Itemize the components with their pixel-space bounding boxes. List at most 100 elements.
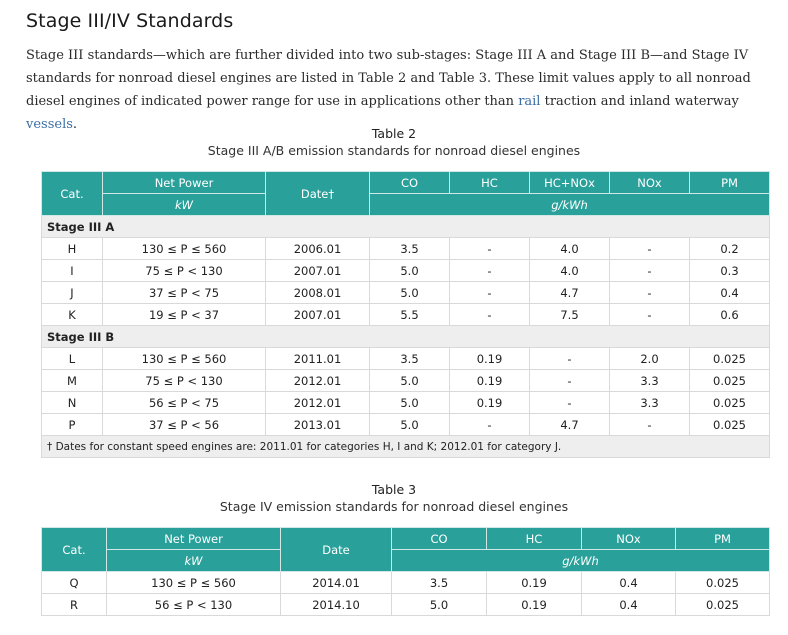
table-row: R 56 ≤ P < 130 2014.10 5.0 0.19 0.4 0.025: [41, 593, 770, 616]
table-cell: Q: [41, 571, 107, 594]
col-header-date: Date†: [265, 171, 370, 216]
table-cell: -: [449, 281, 530, 304]
stage-iiib-label-row-cell: Stage III B: [41, 325, 770, 348]
table-cell: 2007.01: [265, 259, 370, 282]
table3-stage4-standards: Cat. Net Power Date CO HC NOx PM kW g/kW…: [41, 527, 770, 616]
table-cell: 5.0: [391, 593, 487, 616]
table-cell: 5.5: [369, 303, 450, 326]
stage-iiib-label-row: Stage III B: [41, 325, 770, 348]
page-heading: Stage III/IV Standards: [26, 10, 234, 32]
table-cell: -: [529, 347, 610, 370]
table-cell: 0.025: [675, 571, 770, 594]
table3-body: Q 130 ≤ P ≤ 560 2014.01 3.5 0.19 0.4 0.025 R 56 …: [41, 571, 770, 616]
table-cell: 56 ≤ P < 75: [102, 391, 266, 414]
table-cell: -: [449, 237, 530, 260]
table-row: N 56 ≤ P < 75 2012.01 5.0 0.19-3.3 0.025: [41, 391, 770, 414]
table-cell: 2014.10: [280, 593, 392, 616]
table-cell: N: [41, 391, 103, 414]
table-cell: 130 ≤ P ≤ 560: [106, 571, 281, 594]
table-cell: P: [41, 413, 103, 436]
table-cell: 0.4: [581, 593, 676, 616]
table-cell: 2011.01: [265, 347, 370, 370]
table-cell: 2007.01: [265, 303, 370, 326]
table-cell: 0.3: [689, 259, 770, 282]
table-cell: H: [41, 237, 103, 260]
table-row: H 130 ≤ P ≤ 560 2006.01 3.5-4.0-0.2: [41, 237, 770, 260]
col-header-pm: PM: [675, 527, 770, 550]
col-header-date: Date: [280, 527, 392, 572]
intro-paragraph: Stage III standards—which are further di…: [26, 44, 776, 136]
unit-g-per-kwh: g/kWh: [391, 549, 770, 572]
table-cell: -: [449, 413, 530, 436]
table-cell: 0.025: [689, 413, 770, 436]
table2-footnote-row-cell: † Dates for constant speed engines are: …: [41, 435, 770, 458]
table-cell: I: [41, 259, 103, 282]
table-cell: 0.4: [689, 281, 770, 304]
table-cell: 37 ≤ P < 75: [102, 281, 266, 304]
table-cell: -: [449, 259, 530, 282]
table-cell: -: [529, 391, 610, 414]
table-cell: 2008.01: [265, 281, 370, 304]
table-cell: 0.025: [689, 369, 770, 392]
table-cell: 5.0: [369, 369, 450, 392]
table-row: J 37 ≤ P < 75 2008.01 5.0-4.7-0.4: [41, 281, 770, 304]
table-cell: 0.025: [675, 593, 770, 616]
col-header-hc: HC: [486, 527, 582, 550]
table-row: M 75 ≤ P < 130 2012.01 5.0 0.19-3.3 0.025: [41, 369, 770, 392]
table-cell: 75 ≤ P < 130: [102, 369, 266, 392]
col-header-hc-nox: HC+NOx: [529, 171, 610, 194]
table2-body: Stage III A H 130 ≤ P ≤ 560 2006.01 3.5-4.0-…: [41, 215, 770, 458]
col-header-nox: NOx: [609, 171, 690, 194]
table-cell: 3.3: [609, 391, 690, 414]
col-header-pm: PM: [689, 171, 770, 194]
unit-kw: kW: [102, 193, 266, 216]
table-cell: 2006.01: [265, 237, 370, 260]
vessels-link[interactable]: vessels: [26, 117, 73, 132]
table-cell: 5.0: [369, 391, 450, 414]
table-cell: 4.7: [529, 281, 610, 304]
table-cell: 0.19: [449, 347, 530, 370]
table-cell: -: [609, 281, 690, 304]
table-cell: 3.3: [609, 369, 690, 392]
table-cell: 0.19: [486, 571, 582, 594]
table2-footnote-row: † Dates for constant speed engines are: …: [41, 435, 770, 458]
table-cell: 5.0: [369, 281, 450, 304]
table-cell: 130 ≤ P ≤ 560: [102, 347, 266, 370]
stage-iiia-label-row-cell: Stage III A: [41, 215, 770, 238]
table-cell: -: [529, 369, 610, 392]
table-cell: 0.025: [689, 347, 770, 370]
table-cell: 4.7: [529, 413, 610, 436]
col-header-nox: NOx: [581, 527, 676, 550]
table-cell: -: [609, 237, 690, 260]
intro-text-1: Stage III standards—which are further di…: [26, 48, 751, 109]
table-cell: 3.5: [369, 347, 450, 370]
table-cell: 0.2: [689, 237, 770, 260]
table-row: L 130 ≤ P ≤ 560 2011.01 3.5 0.19-2.0 0.025: [41, 347, 770, 370]
table-row: Q 130 ≤ P ≤ 560 2014.01 3.5 0.19 0.4 0.025: [41, 571, 770, 594]
table-cell: 2012.01: [265, 369, 370, 392]
table-cell: 3.5: [391, 571, 487, 594]
table-cell: 0.4: [581, 571, 676, 594]
table-cell: -: [449, 303, 530, 326]
table-cell: -: [609, 413, 690, 436]
rail-link[interactable]: rail: [518, 94, 541, 109]
col-header-net-power: Net Power: [106, 527, 281, 550]
table-cell: 0.025: [689, 391, 770, 414]
table-cell: 2.0: [609, 347, 690, 370]
col-header-hc: HC: [449, 171, 530, 194]
col-header-net-power: Net Power: [102, 171, 266, 194]
col-header-cat: Cat.: [41, 527, 107, 572]
col-header-co: CO: [369, 171, 450, 194]
table-cell: K: [41, 303, 103, 326]
table-cell: 19 ≤ P < 37: [102, 303, 266, 326]
table-row: K 19 ≤ P < 37 2007.01 5.5-7.5-0.6: [41, 303, 770, 326]
table-cell: -: [609, 259, 690, 282]
table-cell: 130 ≤ P ≤ 560: [102, 237, 266, 260]
col-header-co: CO: [391, 527, 487, 550]
table-cell: -: [609, 303, 690, 326]
table-row: I 75 ≤ P < 130 2007.01 5.0-4.0-0.3: [41, 259, 770, 282]
table-cell: 5.0: [369, 259, 450, 282]
intro-text-3: .: [72, 117, 78, 132]
col-header-cat: Cat.: [41, 171, 103, 216]
table3-title: Stage IV emission standards for nonroad …: [219, 499, 569, 514]
